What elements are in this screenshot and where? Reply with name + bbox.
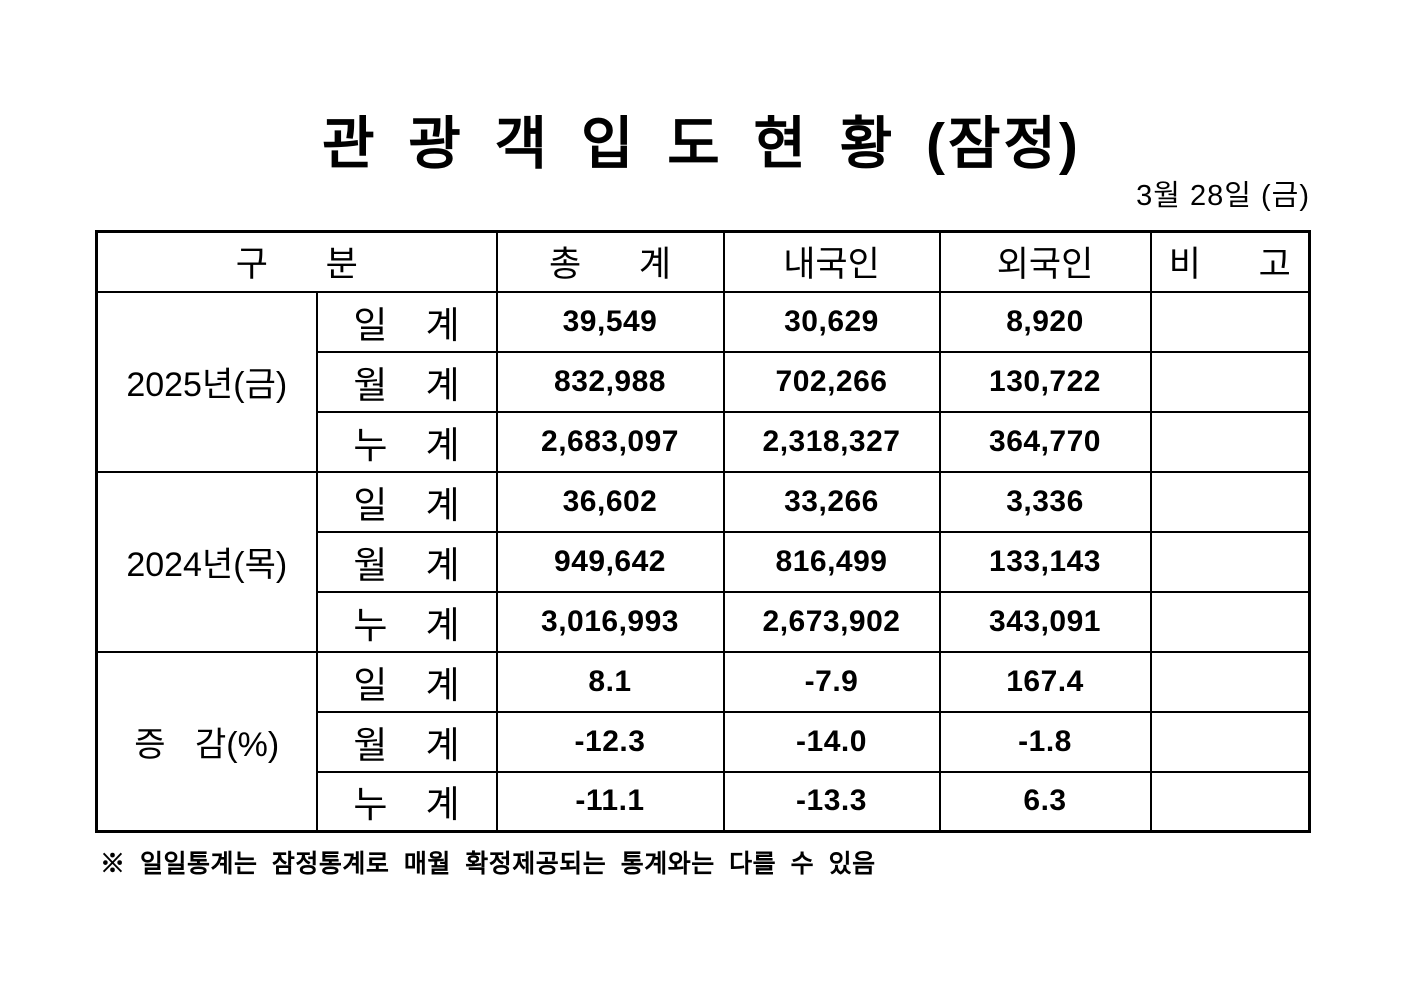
row-label-daily: 일 계: [315, 470, 498, 533]
table-row: 누 계 3,016,993 2,673,902 343,091: [97, 590, 1311, 653]
table-row: 2024년(목) 일 계 36,602 33,266 3,336: [95, 470, 1311, 653]
value-change-daily-domestic: -7.9: [722, 650, 941, 713]
value-2024-daily-total: 36,602: [495, 470, 725, 533]
remarks-cell: [1149, 650, 1311, 713]
footnote: ※ 일일통계는 잠정통계로 매월 확정제공되는 통계와는 다를 수 있음: [100, 850, 876, 878]
remarks-cell: [1149, 350, 1311, 413]
value-2024-cumulative-total: 3,016,993: [495, 590, 725, 653]
header-category: 구 분: [95, 230, 498, 293]
remarks-cell: [1149, 530, 1311, 593]
header-remarks: 비 고: [1149, 230, 1311, 293]
row-label-cumulative: 누 계: [315, 590, 498, 653]
remarks-cell: [1149, 590, 1311, 653]
value-2024-monthly-foreign: 133,143: [938, 530, 1152, 593]
value-2024-monthly-domestic: 816,499: [722, 530, 941, 593]
value-2025-monthly-domestic: 702,266: [722, 350, 941, 413]
value-change-daily-foreign: 167.4: [938, 650, 1152, 713]
page-title: 관 광 객 입 도 현 황 (잠정): [322, 112, 1081, 176]
table-row: 월 계 -12.3 -14.0 -1.8: [97, 710, 1311, 773]
section-label-change-pct: 증 감(%): [95, 650, 318, 833]
value-change-daily-total: 8.1: [495, 650, 725, 713]
value-2024-daily-domestic: 33,266: [722, 470, 941, 533]
header-row: 구 분 총 계 내국인 외국인 비 고: [95, 230, 1311, 293]
row-label-cumulative: 누 계: [315, 770, 498, 833]
value-2025-monthly-total: 832,988: [495, 350, 725, 413]
value-change-cumulative-foreign: 6.3: [938, 770, 1152, 833]
remarks-cell: [1149, 290, 1311, 353]
value-2024-monthly-total: 949,642: [495, 530, 725, 593]
tourist-arrivals-table: 구 분 총 계 내국인 외국인 비 고 2025년(금) 일 계 39,549 …: [95, 230, 1311, 833]
section-label-2024: 2024년(목): [95, 470, 318, 653]
row-label-cumulative: 누 계: [315, 410, 498, 473]
value-2024-daily-foreign: 3,336: [938, 470, 1152, 533]
table-row: 월 계 949,642 816,499 133,143: [97, 530, 1311, 593]
value-change-cumulative-total: -11.1: [495, 770, 725, 833]
value-change-monthly-domestic: -14.0: [722, 710, 941, 773]
table-row: 증 감(%) 일 계 8.1 -7.9 167.4: [95, 650, 1311, 833]
value-2025-daily-total: 39,549: [495, 290, 725, 353]
value-2025-monthly-foreign: 130,722: [938, 350, 1152, 413]
value-2025-cumulative-foreign: 364,770: [938, 410, 1152, 473]
remarks-cell: [1149, 770, 1311, 833]
value-change-monthly-total: -12.3: [495, 710, 725, 773]
table-row: 월 계 832,988 702,266 130,722: [97, 350, 1311, 413]
table-row: 누 계 -11.1 -13.3 6.3: [97, 770, 1311, 833]
header-total: 총 계: [495, 230, 725, 293]
value-2025-daily-foreign: 8,920: [938, 290, 1152, 353]
remarks-cell: [1149, 470, 1311, 533]
row-label-daily: 일 계: [315, 650, 498, 713]
value-2024-cumulative-foreign: 343,091: [938, 590, 1152, 653]
section-label-2025: 2025년(금): [95, 290, 318, 473]
table-row: 2025년(금) 일 계 39,549 30,629 8,920: [95, 290, 1311, 473]
row-label-monthly: 월 계: [315, 350, 498, 413]
value-change-monthly-foreign: -1.8: [938, 710, 1152, 773]
value-2025-cumulative-domestic: 2,318,327: [722, 410, 941, 473]
row-label-monthly: 월 계: [315, 710, 498, 773]
value-2025-daily-domestic: 30,629: [722, 290, 941, 353]
value-2024-cumulative-domestic: 2,673,902: [722, 590, 941, 653]
remarks-cell: [1149, 710, 1311, 773]
remarks-cell: [1149, 410, 1311, 473]
row-label-daily: 일 계: [315, 290, 498, 353]
date-label: 3월 28일 (금): [1136, 180, 1310, 212]
row-label-monthly: 월 계: [315, 530, 498, 593]
value-change-cumulative-domestic: -13.3: [722, 770, 941, 833]
value-2025-cumulative-total: 2,683,097: [495, 410, 725, 473]
header-domestic: 내국인: [722, 230, 941, 293]
header-foreign: 외국인: [938, 230, 1152, 293]
table-row: 누 계 2,683,097 2,318,327 364,770: [97, 410, 1311, 473]
